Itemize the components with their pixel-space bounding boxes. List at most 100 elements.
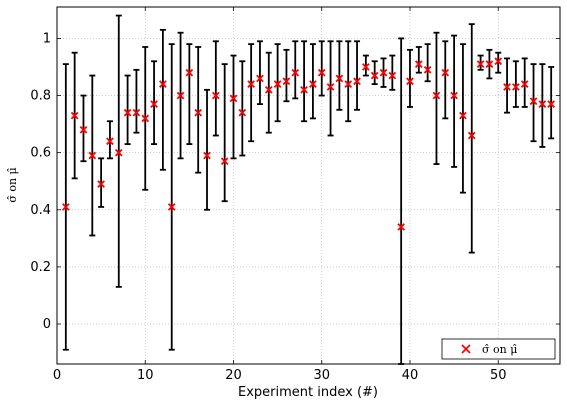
data-point [450,91,458,100]
data-point [238,108,247,117]
y-tick-label: 0.6 [30,146,51,161]
data-point [494,57,503,66]
data-point [485,60,494,68]
data-point [317,68,326,77]
errorbar [468,23,475,254]
errorbar [389,54,396,91]
errorbar [230,54,237,160]
x-tick-labels: 0 10 20 30 40 50 [53,368,507,383]
errorbar [415,46,422,74]
errorbar [221,63,228,203]
errorbar [318,40,325,97]
errorbar [336,40,343,111]
data-point [264,85,273,94]
errorbar [504,57,511,114]
data-point [167,203,176,211]
errorbar [424,43,431,83]
data-point [362,63,370,71]
plot-frame [56,6,561,365]
data-point [388,71,397,80]
data-point [326,83,335,91]
data-point [256,74,264,83]
data-point [423,65,432,74]
errorbar [159,28,166,171]
errorbar [477,54,484,71]
errorbar [186,43,193,145]
data-point [467,131,476,140]
legend: σ̂ on μ̂ [441,338,556,360]
data-point [176,91,185,100]
errorbar [512,60,519,108]
data-point [282,77,291,86]
data-point [476,60,485,68]
data-point [459,111,467,120]
errorbar [292,40,299,100]
y-tick-label: 0.2 [30,260,51,275]
errorbar [354,40,361,111]
data-point [220,157,229,166]
errorbar [459,43,466,194]
errorbar [406,48,413,108]
data-point [150,100,158,108]
data-point [88,151,97,160]
errorbar [433,31,440,165]
ticks [56,7,560,364]
data-point [512,83,520,91]
errorbar [274,43,281,123]
errorbar [168,43,175,351]
errorbar [212,40,219,137]
data-point [370,71,379,80]
data-point [97,180,105,188]
data-point [441,68,450,77]
data-point [520,80,529,88]
x-tick-label: 50 [490,368,507,383]
legend-label: σ̂ on μ̂ [482,343,517,356]
errorbar [98,157,105,208]
errorbar [106,120,113,160]
x-tick-label: 20 [225,368,242,383]
errorbar [80,94,87,163]
data-point [406,77,414,86]
errorbar [204,88,211,211]
data-point [61,203,70,211]
errorbar [283,48,290,103]
data-point [309,80,317,88]
data-point [194,108,203,117]
data-point [291,68,300,77]
legend-marker [461,344,471,354]
data-point [114,148,123,157]
data-point [503,83,511,91]
data-point [414,60,423,68]
data-point [70,111,79,120]
data-point [159,80,167,88]
errorbar [521,57,528,108]
y-tick-label: 0.8 [30,89,51,104]
errorbar [327,40,334,137]
data-point [212,91,220,100]
data-point [247,80,255,88]
data-point [432,91,441,100]
y-tick-label: 0.4 [30,203,51,218]
data-point [132,108,141,117]
data-point [300,85,308,94]
x-tick-label: 30 [313,368,330,383]
data-point [379,68,388,77]
errorbar [442,40,449,120]
errorbar [548,66,555,140]
errorbar [301,40,308,123]
data-point [344,80,353,88]
data-point [229,94,238,103]
data-point [538,100,547,108]
data-point [141,114,150,123]
plot-area [57,7,560,364]
data-point [79,125,88,134]
errorbar [151,60,158,145]
y-tick-labels: 0 0.2 0.4 0.6 0.8 1 [30,31,51,332]
errorbar [451,34,458,168]
x-tick-label: 40 [402,368,419,383]
y-tick-label: 1 [43,31,51,46]
errorbar [256,40,263,106]
y-axis-label: σ̂ on μ̂ [6,167,19,202]
errorbar [239,60,246,157]
